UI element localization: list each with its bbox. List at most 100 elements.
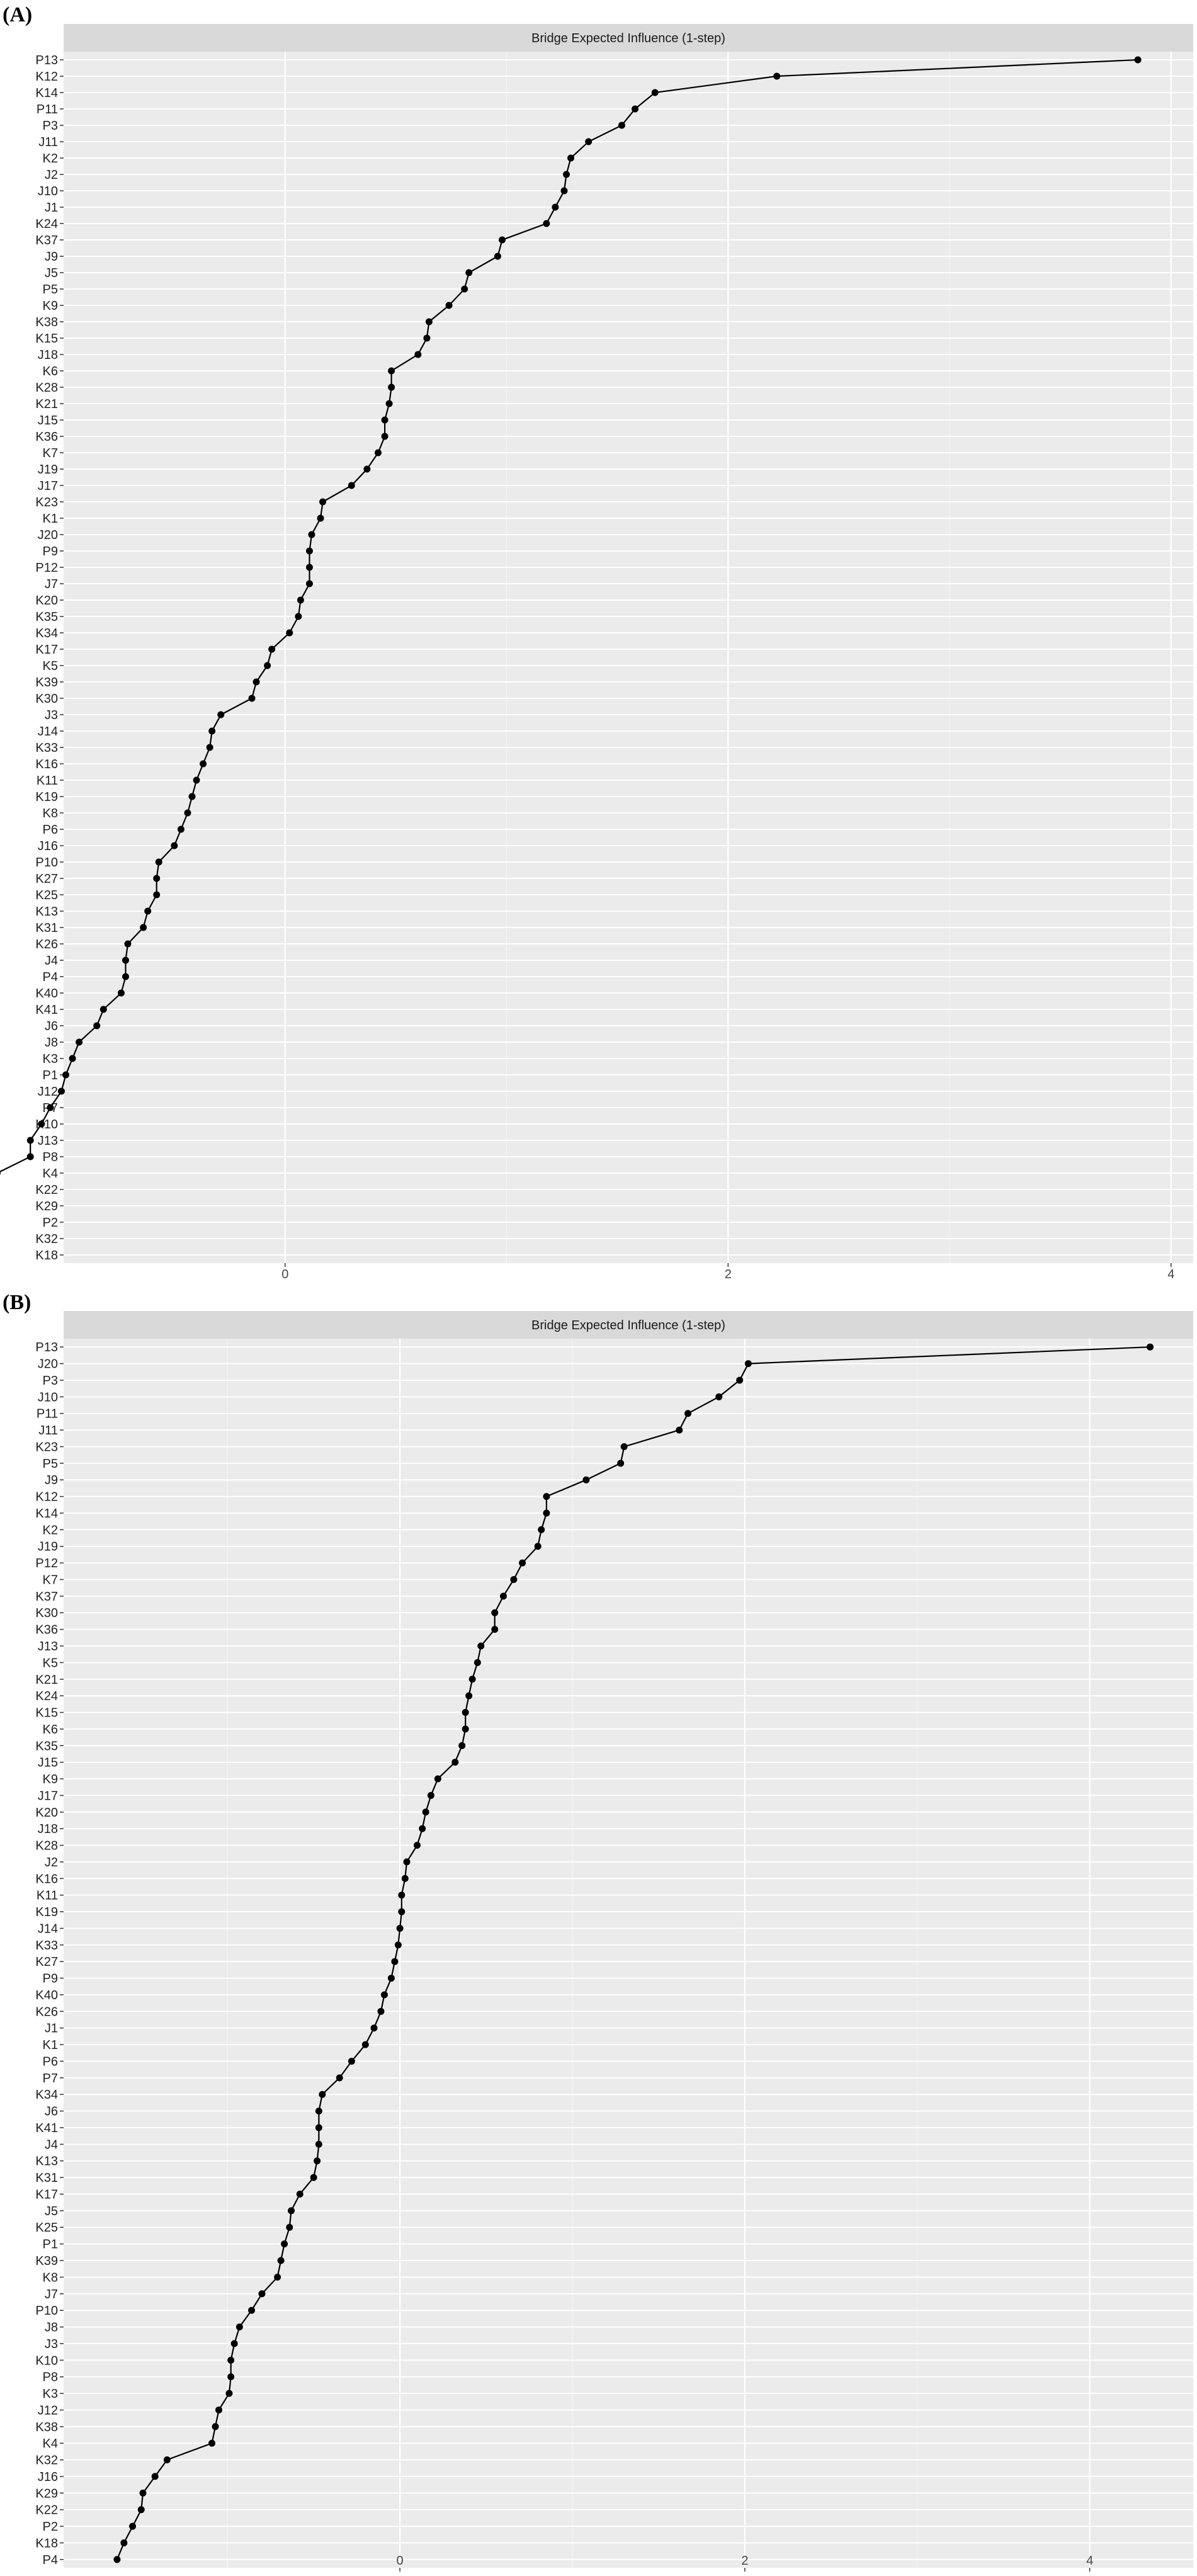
y-tick-label: K40 <box>35 1989 58 2002</box>
strip-header <box>64 1311 1193 1339</box>
y-tick-label: K38 <box>35 315 58 329</box>
x-tick-label: 0 <box>397 2554 404 2568</box>
y-tick-label: K39 <box>35 676 58 689</box>
data-point <box>385 400 393 407</box>
y-tick-label: P8 <box>43 1150 58 1164</box>
y-tick-label: J10 <box>38 184 58 198</box>
data-point <box>163 2456 171 2464</box>
data-point <box>563 171 570 178</box>
data-point <box>381 416 389 424</box>
data-point <box>117 989 125 997</box>
y-tick-label: J6 <box>45 1019 58 1033</box>
data-point <box>288 2207 295 2215</box>
data-point <box>394 1941 402 1949</box>
data-point <box>310 2174 317 2181</box>
y-tick-label: K22 <box>35 1183 58 1197</box>
y-tick-label: P5 <box>43 1457 58 1471</box>
y-tick-label: K4 <box>43 1167 58 1181</box>
data-point <box>403 1858 411 1866</box>
y-tick-label: J11 <box>38 1424 58 1438</box>
y-tick-label: J4 <box>45 954 58 968</box>
y-tick-label: K40 <box>35 987 58 1001</box>
y-tick-label: K35 <box>35 1739 58 1753</box>
y-tick-label: K9 <box>43 1773 58 1786</box>
data-point <box>491 1626 499 1633</box>
y-tick-label: J7 <box>45 577 58 591</box>
y-tick-label: J19 <box>38 1540 58 1554</box>
data-point <box>543 1509 550 1517</box>
data-point <box>498 236 506 244</box>
data-point <box>193 776 200 784</box>
y-tick-label: K16 <box>35 1872 58 1886</box>
y-tick-label: K18 <box>35 2536 58 2550</box>
data-point <box>315 2108 322 2115</box>
data-point <box>153 875 161 882</box>
data-point <box>248 2306 256 2314</box>
data-point <box>391 1958 399 1965</box>
y-tick-label: J1 <box>45 201 58 215</box>
y-tick-label: K26 <box>35 938 58 951</box>
data-point <box>140 924 147 931</box>
data-point <box>227 2356 235 2364</box>
data-point <box>387 1975 395 1982</box>
y-tick-label: K3 <box>43 2387 58 2401</box>
data-point <box>632 105 639 113</box>
y-tick-label: K14 <box>35 1507 58 1521</box>
y-tick-label: K15 <box>35 1706 58 1720</box>
data-point <box>494 252 501 260</box>
data-point <box>217 711 225 718</box>
data-point <box>297 596 304 604</box>
data-point <box>414 351 422 358</box>
y-tick-label: P7 <box>43 2072 58 2085</box>
x-tick-label: 0 <box>281 1268 288 1281</box>
data-point <box>188 793 196 800</box>
y-tick-label: P3 <box>43 119 58 133</box>
data-point <box>348 482 355 489</box>
data-point <box>468 1676 476 1683</box>
data-point <box>314 2157 321 2165</box>
data-point <box>676 1426 683 1434</box>
data-point <box>208 2439 216 2447</box>
data-point <box>388 383 395 391</box>
x-tick-label: 4 <box>1167 1268 1174 1281</box>
y-tick-label: J7 <box>45 2288 58 2301</box>
data-point <box>465 1692 473 1699</box>
y-tick-label: K15 <box>35 332 58 346</box>
y-tick-label: J5 <box>45 266 58 280</box>
panel-label: (B) <box>3 1291 31 1314</box>
data-point <box>295 613 302 620</box>
y-tick-label: J3 <box>45 708 58 722</box>
y-tick-label: K21 <box>35 1673 58 1687</box>
data-point <box>458 1742 466 1749</box>
y-tick-label: J12 <box>38 1085 58 1099</box>
y-tick-label: K34 <box>35 627 58 640</box>
y-tick-label: P11 <box>37 1407 58 1421</box>
y-tick-label: P9 <box>43 545 58 559</box>
y-tick-label: J11 <box>38 135 58 149</box>
data-point <box>144 907 152 915</box>
y-tick-label: K27 <box>35 1955 58 1969</box>
y-tick-label: K24 <box>35 1689 58 1703</box>
y-tick-label: K37 <box>35 1590 58 1604</box>
data-point <box>422 1808 429 1816</box>
data-point <box>113 2556 121 2563</box>
y-tick-label: P13 <box>35 1341 58 1354</box>
data-point <box>62 1071 70 1079</box>
data-point <box>465 269 473 276</box>
y-tick-label: P4 <box>43 970 58 984</box>
data-point <box>477 1642 485 1650</box>
data-point <box>534 1543 542 1550</box>
data-point <box>434 1775 441 1783</box>
y-tick-label: P2 <box>43 1216 58 1230</box>
y-tick-label: J10 <box>38 1390 58 1404</box>
data-point <box>26 1153 34 1160</box>
data-point <box>155 858 162 866</box>
data-point <box>277 2257 285 2264</box>
data-point <box>398 1908 406 1915</box>
data-point <box>47 1104 54 1111</box>
data-point <box>177 826 184 833</box>
y-tick-label: P1 <box>43 2238 58 2252</box>
y-tick-label: P10 <box>35 856 58 870</box>
data-point <box>0 1171 1 1176</box>
